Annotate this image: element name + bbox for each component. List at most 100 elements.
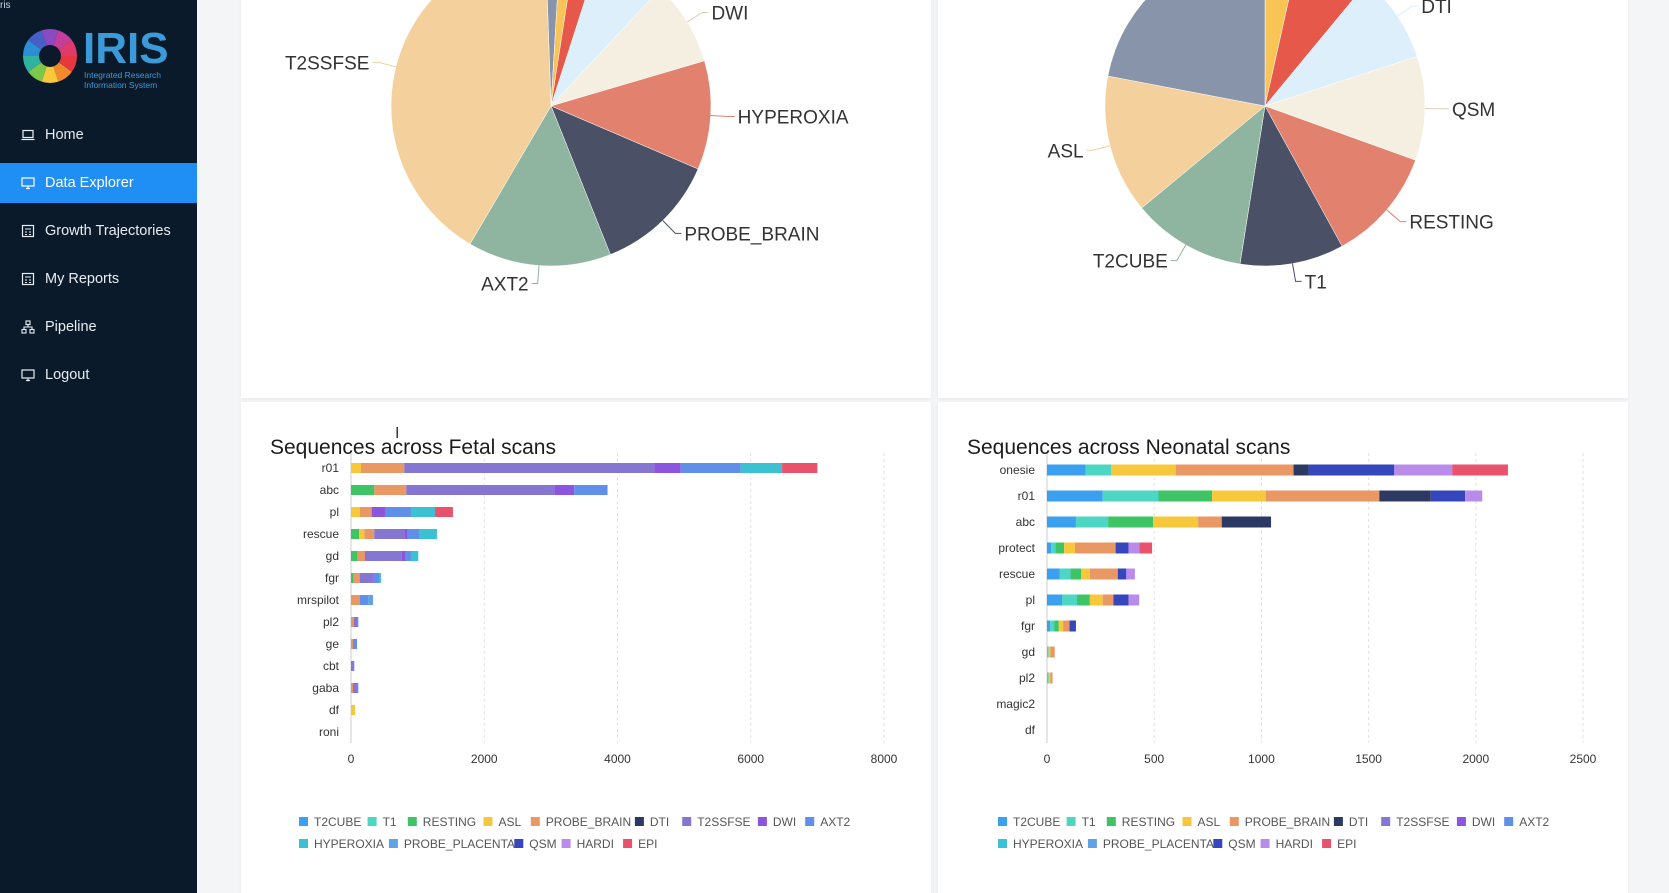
bar-segment[interactable]	[1055, 542, 1065, 554]
bar-segment[interactable]	[1058, 620, 1064, 632]
bar-segment[interactable]	[1308, 464, 1395, 476]
pie-slice[interactable]	[545, 0, 560, 107]
bar-segment[interactable]	[1070, 568, 1082, 580]
legend-label[interactable]: DTI	[650, 815, 669, 829]
bar-segment[interactable]	[373, 573, 380, 583]
bar-segment[interactable]	[405, 551, 411, 561]
main-content[interactable]: DWI HYPEROXIA PROBE_BRAIN AXT2 T2SSFSE DTI QS…	[197, 0, 1669, 893]
bar-segment[interactable]	[379, 573, 381, 583]
bar-segment[interactable]	[1452, 464, 1508, 476]
bar-segment[interactable]	[364, 529, 375, 539]
bar-segment[interactable]	[1265, 490, 1380, 502]
bar-segment[interactable]	[358, 529, 365, 539]
bar-segment[interactable]	[1047, 568, 1060, 580]
legend-swatch[interactable]	[1322, 839, 1332, 848]
bar-segment[interactable]	[1069, 620, 1076, 632]
bar-segment[interactable]	[374, 529, 405, 539]
legend-swatch[interactable]	[530, 817, 540, 826]
bar-segment[interactable]	[1293, 464, 1309, 476]
legend-swatch[interactable]	[367, 817, 377, 826]
bar-segment[interactable]	[1047, 620, 1051, 632]
pie-slice[interactable]	[1141, 105, 1266, 265]
bar-segment[interactable]	[351, 529, 359, 539]
legend-swatch[interactable]	[407, 817, 417, 826]
legend-label[interactable]: HYPEROXIA	[1013, 837, 1083, 851]
legend-label[interactable]: T1	[1082, 815, 1096, 829]
legend-label[interactable]: QSM	[1228, 837, 1255, 851]
legend-swatch[interactable]	[1504, 817, 1514, 826]
bar-segment[interactable]	[1051, 542, 1056, 554]
pie-slice[interactable]	[550, 0, 705, 107]
bar-segment[interactable]	[351, 639, 353, 649]
legend-label[interactable]: T2CUBE	[1013, 815, 1060, 829]
pie-slice[interactable]	[1264, 0, 1367, 107]
bar-segment[interactable]	[351, 573, 354, 583]
pie-slice[interactable]	[550, 0, 660, 107]
legend-swatch[interactable]	[757, 817, 767, 826]
legend-swatch[interactable]	[299, 839, 308, 848]
pie-slice[interactable]	[1264, 105, 1416, 247]
legend-swatch[interactable]	[1456, 817, 1466, 826]
bar-segment[interactable]	[1126, 568, 1135, 580]
pie-slice[interactable]	[1239, 105, 1343, 267]
bar-segment[interactable]	[1139, 542, 1153, 554]
bar-segment[interactable]	[1394, 464, 1453, 476]
legend-swatch[interactable]	[634, 817, 644, 826]
bar-segment[interactable]	[352, 683, 357, 693]
pie-slice[interactable]	[550, 0, 575, 107]
legend-swatch[interactable]	[388, 839, 398, 848]
sidebar-item-pipeline[interactable]: Pipeline	[0, 307, 197, 347]
bar-segment[interactable]	[1113, 594, 1129, 606]
bar-segment[interactable]	[352, 639, 357, 649]
legend-label[interactable]: PROBE_PLACENTA	[404, 837, 515, 851]
bar-segment[interactable]	[351, 683, 353, 693]
bar-segment[interactable]	[352, 661, 355, 671]
legend-swatch[interactable]	[998, 839, 1007, 848]
legend-label[interactable]: ASL	[499, 815, 522, 829]
bar-segment[interactable]	[1064, 542, 1075, 554]
bar-segment[interactable]	[1115, 542, 1129, 554]
legend-label[interactable]: HYPEROXIA	[314, 837, 384, 851]
legend-label[interactable]: T2SSFSE	[697, 815, 750, 829]
legend-label[interactable]: DTI	[1349, 815, 1368, 829]
bar-segment[interactable]	[680, 463, 741, 473]
legend-label[interactable]: EPI	[1337, 837, 1356, 851]
legend-swatch[interactable]	[1213, 839, 1223, 848]
bar-segment[interactable]	[1158, 490, 1213, 502]
legend-swatch[interactable]	[514, 839, 524, 848]
sidebar-item-growth-trajectories[interactable]: Growth Trajectories	[0, 211, 197, 251]
bar-segment[interactable]	[353, 617, 357, 627]
bar-segment[interactable]	[1085, 464, 1112, 476]
bar-segment[interactable]	[384, 507, 411, 517]
bar-segment[interactable]	[1117, 568, 1127, 580]
bar-segment[interactable]	[1089, 568, 1118, 580]
legend-label[interactable]: DWI	[773, 815, 796, 829]
bar-segment[interactable]	[410, 551, 419, 561]
legend-label[interactable]: AXT2	[820, 815, 850, 829]
legend-label[interactable]: EPI	[638, 837, 657, 851]
bar-segment[interactable]	[351, 617, 354, 627]
bar-segment[interactable]	[1077, 594, 1090, 606]
pie-slice[interactable]	[390, 0, 552, 245]
legend-label[interactable]: PROBE_BRAIN	[1245, 815, 1330, 829]
bar-segment[interactable]	[360, 463, 405, 473]
bar-segment[interactable]	[351, 485, 375, 495]
legend-swatch[interactable]	[1381, 817, 1391, 826]
legend-swatch[interactable]	[299, 817, 308, 826]
bar-segment[interactable]	[356, 683, 359, 693]
legend-swatch[interactable]	[1087, 839, 1097, 848]
legend-label[interactable]: ASL	[1198, 815, 1221, 829]
legend-label[interactable]: T2SSFSE	[1396, 815, 1449, 829]
sidebar-item-home[interactable]: Home	[0, 115, 197, 155]
bar-segment[interactable]	[1059, 568, 1071, 580]
legend-swatch[interactable]	[998, 817, 1007, 826]
legend-swatch[interactable]	[1182, 817, 1192, 826]
legend-label[interactable]: HARDI	[1276, 837, 1313, 851]
iris-logo[interactable]: IRIS Integrated Research Information Sys…	[22, 24, 172, 90]
legend-swatch[interactable]	[805, 817, 815, 826]
pie-slice[interactable]	[1264, 56, 1426, 161]
legend-swatch[interactable]	[561, 839, 571, 848]
legend-label[interactable]: PROBE_PLACENTA	[1103, 837, 1214, 851]
bar-segment[interactable]	[1102, 490, 1159, 502]
legend-swatch[interactable]	[1106, 817, 1116, 826]
